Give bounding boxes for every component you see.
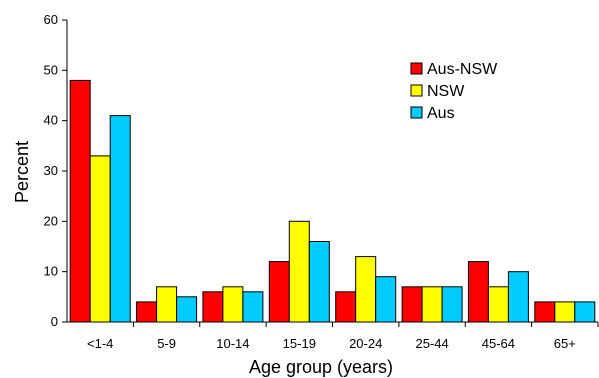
legend-swatch-nsw: [410, 84, 423, 97]
x-axis-title: Age group (years): [249, 357, 393, 377]
x-tick-label: 45-64: [482, 336, 515, 351]
bar-aus-nsw-3: [268, 261, 290, 323]
x-axis-ticks: <1-4 5-9 10-14 15-19 20-24 25-44 45-64 65+: [87, 322, 599, 351]
bar-nsw-3: [288, 220, 310, 323]
legend-label-aus-nsw: Aus-NSW: [427, 61, 498, 78]
bar-aus-5: [441, 286, 463, 323]
y-tick-label: 20: [44, 213, 58, 228]
bar-aus-1: [176, 296, 198, 323]
y-tick-label: 0: [51, 314, 58, 329]
legend-label-aus: Aus: [427, 105, 455, 122]
bar-nsw-6: [487, 286, 509, 323]
y-tick-label: 50: [44, 62, 58, 77]
legend-label-nsw: NSW: [427, 83, 465, 100]
bar-aus-nsw-6: [467, 261, 489, 323]
y-tick-label: 40: [44, 113, 58, 128]
bar-aus-nsw-1: [136, 301, 158, 323]
bar-nsw-7: [554, 301, 576, 323]
y-tick-label: 10: [44, 264, 58, 279]
bar-nsw-4: [355, 256, 377, 323]
bar-aus-nsw-5: [401, 286, 423, 323]
bar-nsw-5: [421, 286, 443, 323]
y-axis-ticks: 0 10 20 30 40 50 60: [44, 12, 67, 329]
bar-nsw-0: [89, 155, 111, 323]
x-tick-label: 5-9: [157, 336, 176, 351]
x-tick-label: 10-14: [216, 336, 249, 351]
bars: [69, 79, 596, 323]
x-tick-label: 65+: [554, 336, 576, 351]
bar-aus-7: [574, 301, 596, 323]
bar-aus-0: [109, 115, 131, 323]
x-tick-label: 25-44: [415, 336, 448, 351]
legend-swatch-aus: [410, 106, 423, 119]
bar-aus-nsw-4: [335, 291, 357, 323]
legend: Aus-NSW NSW Aus: [410, 61, 498, 122]
bar-aus-nsw-0: [69, 79, 91, 323]
bar-nsw-1: [156, 286, 178, 323]
bar-aus-4: [375, 276, 397, 323]
y-tick-label: 30: [44, 163, 58, 178]
bar-aus-2: [242, 291, 264, 323]
x-tick-label: 15-19: [283, 336, 316, 351]
y-axis-title: Percent: [12, 141, 32, 203]
x-tick-label: <1-4: [87, 336, 113, 351]
bar-aus-nsw-2: [202, 291, 224, 323]
legend-swatch-aus-nsw: [410, 62, 423, 75]
y-tick-label: 60: [44, 12, 58, 27]
bar-aus-nsw-7: [534, 301, 556, 323]
bar-nsw-2: [222, 286, 244, 323]
bar-aus-3: [308, 241, 330, 323]
bar-aus-6: [507, 271, 529, 323]
x-tick-label: 20-24: [349, 336, 382, 351]
